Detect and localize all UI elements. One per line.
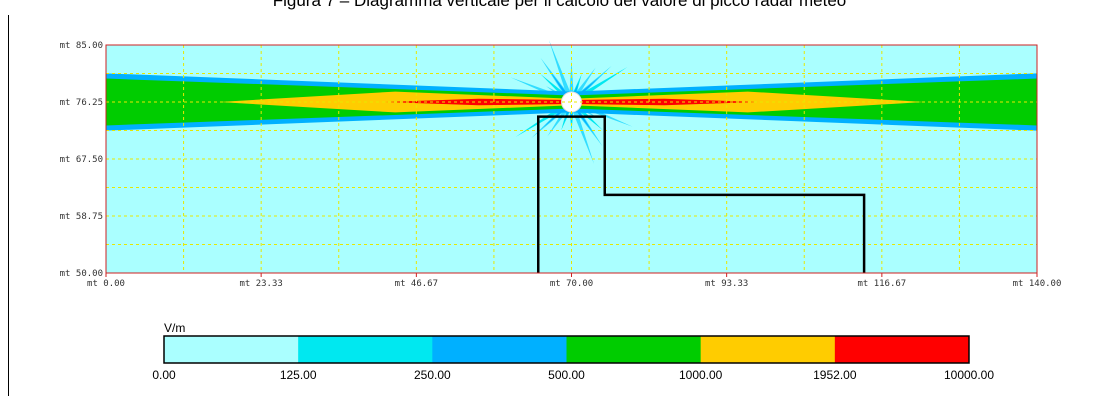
building-outline: [537, 115, 866, 273]
legend-swatch: [700, 336, 836, 363]
legend-label: 250.00: [414, 368, 451, 382]
x-tick-label: mt 23.33: [239, 279, 282, 289]
legend-swatch: [432, 336, 567, 363]
y-tick-label: mt 85.00: [60, 41, 103, 51]
legend-label: 500.00: [548, 368, 585, 382]
legend-swatch: [298, 336, 433, 363]
legend-swatch: [834, 336, 970, 363]
legend-label: 10000.00: [944, 368, 994, 382]
figure-caption: Figura 7 – Diagramma verticale per il ca…: [272, 0, 847, 10]
y-tick-label: mt 58.75: [60, 212, 103, 222]
x-tick-label: mt 140.00: [1013, 279, 1062, 289]
legend-swatch: [164, 336, 299, 363]
x-tick-label: mt 46.67: [395, 279, 438, 289]
plot-area: [105, 39, 1038, 274]
legend-swatch: [566, 336, 702, 363]
axis-labels: mt 85.00 mt 76.25 mt 67.50 mt 58.75 mt 50.00…: [60, 41, 1062, 289]
legend-unit: V/m: [164, 321, 185, 335]
page-frame-line: [8, 15, 9, 396]
legend-label: 0.00: [152, 368, 176, 382]
legend-label: 1952.00: [813, 368, 857, 382]
legend-border: [163, 335, 970, 364]
x-tick-label: mt 70.00: [550, 279, 593, 289]
x-tick-label: mt 93.33: [705, 279, 748, 289]
legend-label: 1000.00: [679, 368, 723, 382]
y-tick-label: mt 67.50: [60, 155, 103, 165]
color-legend: V/m 0.00 125.00 250.00 500.00 1000.00 1952.00 1…: [152, 321, 994, 382]
legend-label: 125.00: [280, 368, 317, 382]
y-tick-label: mt 76.25: [60, 98, 103, 108]
x-tick-label: mt 116.67: [857, 279, 906, 289]
x-tick-label: mt 0.00: [87, 279, 125, 289]
y-tick-label: mt 50.00: [60, 269, 103, 279]
radial-lobe: [548, 39, 574, 103]
